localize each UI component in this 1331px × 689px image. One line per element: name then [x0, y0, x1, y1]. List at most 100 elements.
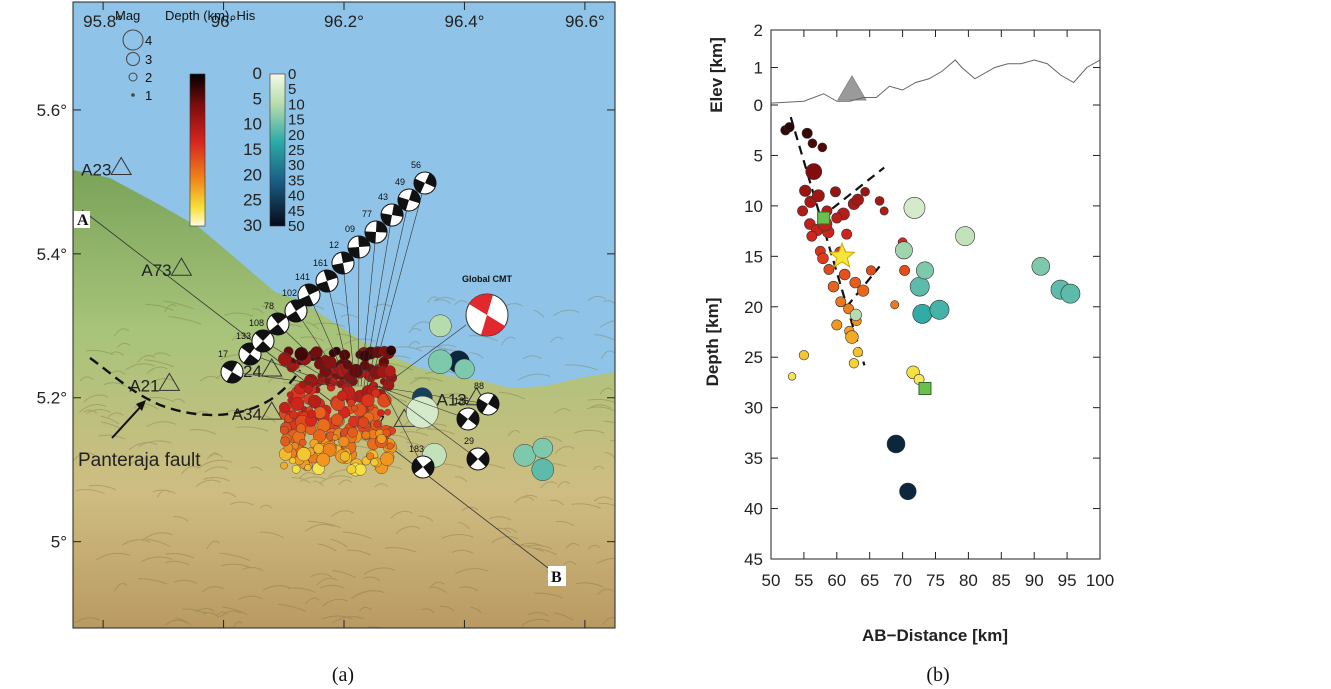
mechanism-label: 183 [409, 444, 424, 454]
terrain-ridge [555, 520, 575, 527]
legend-depth-title: Depth (km), His [165, 8, 256, 23]
terrain-ridge [144, 359, 174, 368]
terrain-ridge [299, 476, 327, 483]
terrain-ridge [395, 346, 423, 352]
mechanism-label: 29 [464, 436, 474, 446]
terrain-ridge [596, 557, 615, 565]
legend-mag-1: 1 [145, 88, 152, 103]
legend-mag-3: 3 [145, 52, 152, 67]
terrain-ridge [533, 592, 564, 599]
profile-start-label: A [77, 212, 89, 229]
terrain-ridge [358, 606, 372, 612]
x-tick-label: 90 [1025, 571, 1044, 590]
section-frame [770, 29, 1101, 560]
section-event [827, 280, 840, 293]
terrain-ridge [433, 296, 456, 302]
focal-mechanism-49 [397, 188, 421, 212]
terrain-ridge [363, 567, 395, 575]
focal-mechanism-186 [456, 407, 480, 431]
y-tick-label: 1 [754, 59, 763, 78]
terrain-ridge [532, 547, 557, 556]
lon-tick-label: 96.6° [565, 12, 605, 31]
map-ticks: 95.8° 96° 96.2° 96.4° 96.6° 5.6° 5.4° 5.2° 5° [37, 2, 615, 628]
terrain-ridge [331, 510, 355, 517]
map-event [313, 358, 325, 370]
map-legend: Mag 4 3 2 1 Depth (km), His 051015202530… [115, 8, 305, 235]
map-event [380, 452, 394, 466]
map-event [348, 363, 364, 378]
map-event [354, 463, 367, 476]
map-event [371, 388, 381, 398]
terrain-ridge [426, 428, 455, 435]
terrain-ridge [514, 494, 538, 504]
his-tick-label: 25 [288, 142, 305, 159]
terrain-ridge [181, 465, 200, 475]
section-event [841, 228, 853, 240]
mechanism-leader [378, 385, 479, 460]
his-tick-label: 10 [288, 96, 305, 113]
terrain-ridge [344, 338, 376, 345]
map-event [359, 350, 372, 362]
x-tick-label: 85 [992, 571, 1011, 590]
depth-tick-label: 5 [253, 89, 262, 108]
terrain-ridge [363, 576, 381, 582]
terrain-ridge [152, 489, 176, 494]
map-event [307, 409, 316, 419]
terrain-ridge [553, 309, 580, 316]
depth-tick-label: 0 [253, 64, 262, 83]
fault-arrow [111, 402, 145, 439]
section-event [886, 434, 906, 454]
terrain-ridge [86, 409, 111, 414]
y-tick-label: 20 [744, 298, 763, 317]
terrain-ridge [110, 351, 124, 356]
mainshock-star [828, 241, 856, 268]
terrain-ridge [491, 536, 519, 544]
terrain-ridge [262, 585, 291, 591]
terrain-ridge [100, 415, 120, 425]
terrain-ridge [470, 606, 482, 614]
profile-end-label: B [551, 569, 562, 586]
mechanism-leader [326, 280, 353, 387]
terrain-ridge [83, 394, 109, 403]
mechanism-label: 102 [282, 288, 297, 298]
terrain-ridge [305, 523, 334, 532]
map-event [376, 433, 387, 444]
terrain-ridge [222, 492, 237, 498]
section-panel: 50 55 60 65 70 75 80 85 90 95 10021051015202530354… [703, 21, 1114, 645]
map-event-his [513, 444, 536, 467]
terrain-ridge [130, 458, 152, 465]
cmt-leader [384, 324, 467, 386]
terrain-ridge [146, 366, 168, 375]
map-event [347, 398, 356, 407]
section-event [784, 122, 795, 133]
lon-tick-label: 95.8° [83, 12, 123, 31]
station-label-A73: A73 [141, 261, 171, 280]
terrain-ridge [340, 314, 358, 319]
terrain-ridge [528, 612, 549, 617]
mechanism-label: 17 [218, 349, 228, 359]
terrain-ridge [330, 538, 348, 548]
section-event [831, 212, 843, 224]
mechanism-label: 78 [264, 301, 274, 311]
terrain-ridge [410, 377, 432, 385]
x-tick-label: 75 [926, 571, 945, 590]
terrain-ridge [287, 587, 316, 593]
terrain-ridge [113, 328, 130, 337]
mechanism-leader [372, 385, 489, 405]
map-event [384, 365, 396, 377]
terrain-ridge [550, 336, 564, 343]
terrain-ridge [217, 611, 229, 616]
terrain-ridge [455, 568, 489, 575]
cmt-quadrant [469, 294, 493, 315]
section-event [916, 261, 934, 280]
his-tick-label: 45 [288, 203, 305, 220]
terrain-ridge [203, 612, 220, 618]
section-event [787, 372, 797, 381]
section-event [835, 296, 847, 308]
section-event [806, 230, 818, 242]
section-event [799, 184, 812, 197]
terrain-ridge [175, 617, 192, 626]
map-event [286, 391, 294, 399]
